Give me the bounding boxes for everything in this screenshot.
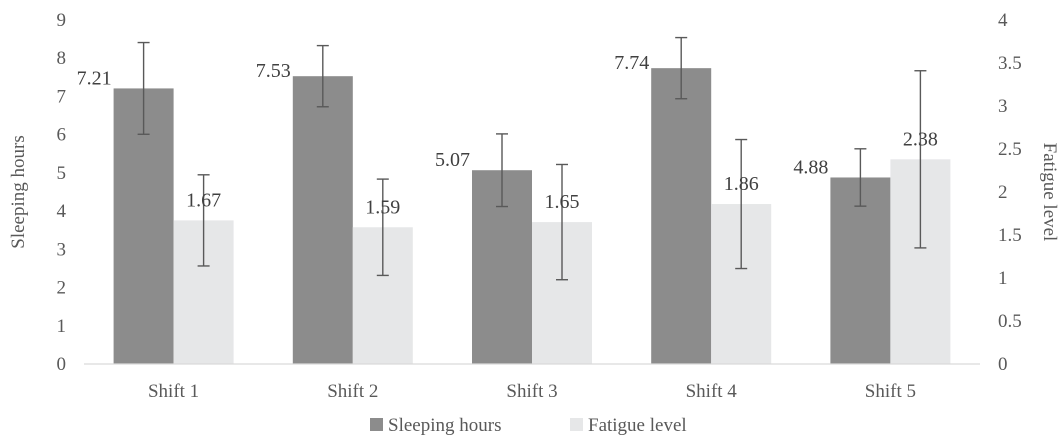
legend-label-fatigue-level: Fatigue level (588, 415, 687, 436)
data-label-fatigue-level-shift-1: 1.67 (186, 189, 221, 211)
bar-sleeping-hours-shift-2 (292, 76, 353, 364)
legend-swatch-fatigue-level (570, 418, 583, 431)
bars-layer (113, 68, 951, 364)
data-label-sleeping-hours-shift-5: 4.88 (793, 156, 828, 178)
data-label-sleeping-hours-shift-4: 7.74 (614, 52, 649, 74)
category-labels: Shift 1 Shift 2 Shift 3 Shift 4 Shift 5 (148, 381, 916, 402)
right-tick-4: 4 (998, 10, 1008, 31)
right-tick-1: 1 (998, 268, 1008, 289)
data-label-fatigue-level-shift-3: 1.65 (545, 191, 580, 213)
left-tick-1: 1 (57, 316, 67, 337)
right-tick-0: 0 (998, 354, 1008, 375)
right-tick-3-5: 3.5 (998, 53, 1022, 74)
bar-sleeping-hours-shift-5 (830, 177, 891, 364)
left-tick-9: 9 (57, 10, 67, 31)
left-tick-2: 2 (57, 278, 67, 299)
left-tick-4: 4 (57, 201, 67, 222)
error-bar-sleeping-hours-shift-4 (675, 36, 688, 100)
error-bar-sleeping-hours-shift-1 (137, 41, 150, 135)
category-label-shift-5: Shift 5 (865, 381, 916, 402)
data-label-fatigue-level-shift-2: 1.59 (365, 196, 400, 218)
category-label-shift-2: Shift 2 (327, 381, 378, 402)
legend-swatch-sleeping-hours (370, 418, 383, 431)
left-tick-8: 8 (57, 48, 67, 69)
category-label-shift-1: Shift 1 (148, 381, 199, 402)
data-label-sleeping-hours-shift-3: 5.07 (435, 149, 470, 171)
left-tick-6: 6 (57, 125, 67, 146)
left-tick-5: 5 (57, 163, 67, 184)
left-tick-3: 3 (57, 239, 67, 260)
error-bar-fatigue-level-shift-5 (914, 70, 927, 249)
right-tick-1-5: 1.5 (998, 225, 1022, 246)
left-axis-title: Sleeping hours (8, 135, 29, 248)
data-labels-layer: 7.21 1.67 7.53 1.59 5.07 1.65 7.74 1.86 4.88 2.38 (77, 52, 938, 218)
data-label-fatigue-level-shift-4: 1.86 (724, 173, 759, 195)
error-bars-layer (137, 36, 927, 281)
right-tick-3: 3 (998, 96, 1008, 117)
data-label-sleeping-hours-shift-2: 7.53 (256, 60, 291, 82)
error-bar-sleeping-hours-shift-2 (316, 44, 329, 108)
error-bar-fatigue-level-shift-2 (376, 178, 389, 277)
category-label-shift-4: Shift 4 (686, 381, 738, 402)
data-label-fatigue-level-shift-5: 2.38 (903, 128, 938, 150)
right-tick-2-5: 2.5 (998, 139, 1022, 160)
error-bar-sleeping-hours-shift-5 (854, 148, 867, 207)
error-bar-sleeping-hours-shift-3 (496, 133, 508, 208)
legend: Sleeping hours Fatigue level (370, 415, 687, 436)
error-bar-fatigue-level-shift-1 (197, 174, 210, 267)
bar-sleeping-hours-shift-4 (651, 68, 712, 364)
legend-label-sleeping-hours: Sleeping hours (388, 415, 501, 436)
right-tick-2: 2 (998, 182, 1008, 203)
category-label-shift-3: Shift 3 (506, 381, 557, 402)
right-axis-ticks: 0 0.5 1 1.5 2 2.5 3 3.5 4 (998, 10, 1022, 375)
right-tick-0-5: 0.5 (998, 311, 1022, 332)
left-tick-0: 0 (57, 354, 67, 375)
right-axis-title: Fatigue level (1039, 143, 1060, 242)
left-tick-7: 7 (57, 86, 67, 107)
data-label-sleeping-hours-shift-1: 7.21 (77, 67, 112, 89)
left-axis-ticks: 0 1 2 3 4 5 6 7 8 9 (57, 10, 67, 375)
error-bar-fatigue-level-shift-4 (735, 138, 748, 270)
error-bar-fatigue-level-shift-3 (556, 163, 568, 281)
